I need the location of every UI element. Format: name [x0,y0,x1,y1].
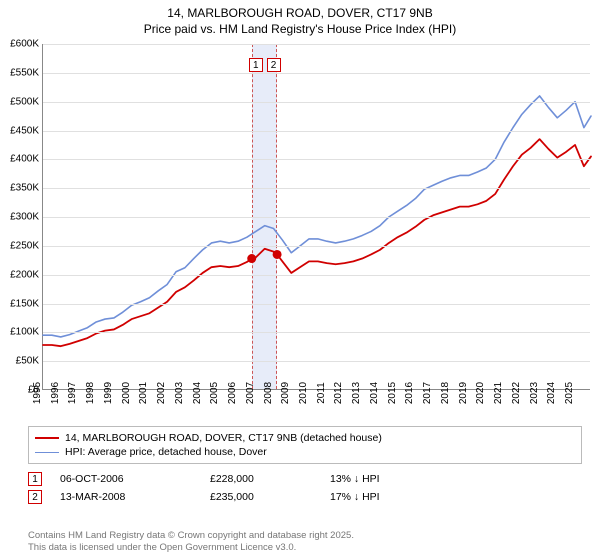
event-date-2: 13-MAR-2008 [60,491,210,503]
y-tick-label: £50K [16,356,39,367]
x-tick-label: 2003 [174,382,185,404]
title-line1: 14, MARLBOROUGH ROAD, DOVER, CT17 9NB [0,6,600,22]
x-tick-label: 2006 [227,382,238,404]
x-tick-label: 2016 [404,382,415,404]
x-tick-label: 2021 [493,382,504,404]
y-tick-label: £400K [10,154,39,165]
x-tick-label: 2011 [316,382,327,404]
event-price-2: £235,000 [210,491,330,503]
x-tick-label: 2017 [422,382,433,404]
y-tick-label: £300K [10,212,39,223]
x-tick-label: 2008 [262,382,273,404]
title-line2: Price paid vs. HM Land Registry's House … [0,22,600,38]
footnote: Contains HM Land Registry data © Crown c… [28,530,354,554]
x-tick-label: 2002 [156,382,167,404]
y-tick-label: £200K [10,269,39,280]
chart-marker-1: 1 [249,58,263,72]
y-tick-label: £250K [10,240,39,251]
event-price-1: £228,000 [210,473,330,485]
events-table: 1 06-OCT-2006 £228,000 13% ↓ HPI 2 13-MA… [28,472,582,508]
x-tick-label: 2001 [138,382,149,404]
title-block: 14, MARLBOROUGH ROAD, DOVER, CT17 9NB Pr… [0,0,600,37]
legend-swatch-hpi [35,452,59,453]
footnote-line1: Contains HM Land Registry data © Crown c… [28,530,354,542]
event-date-1: 06-OCT-2006 [60,473,210,485]
legend-row-hpi: HPI: Average price, detached house, Dove… [35,445,575,459]
event-marker-1: 1 [28,472,42,486]
x-tick-label: 2015 [387,382,398,404]
x-tick-label: 2022 [511,382,522,404]
event-row-1: 1 06-OCT-2006 £228,000 13% ↓ HPI [28,472,582,486]
event-delta-1: 13% ↓ HPI [330,473,380,485]
y-tick-label: £550K [10,67,39,78]
x-tick-label: 2012 [333,382,344,404]
footnote-line2: This data is licensed under the Open Gov… [28,542,354,554]
chart-plot-area: £0£50K£100K£150K£200K£250K£300K£350K£400… [42,44,590,390]
y-tick-label: £600K [10,39,39,50]
legend-swatch-property [35,437,59,439]
y-tick-label: £500K [10,96,39,107]
y-tick-label: £350K [10,183,39,194]
x-tick-label: 1997 [67,382,78,404]
x-tick-label: 2024 [546,382,557,404]
y-tick-label: £450K [10,125,39,136]
x-tick-label: 2025 [564,382,575,404]
x-tick-label: 1998 [85,382,96,404]
x-tick-label: 2004 [191,382,202,404]
event-delta-2: 17% ↓ HPI [330,491,380,503]
x-tick-label: 2007 [245,382,256,404]
event-row-2: 2 13-MAR-2008 £235,000 17% ↓ HPI [28,490,582,504]
x-tick-label: 1996 [50,382,61,404]
x-tick-label: 1995 [32,382,43,404]
legend-box: 14, MARLBOROUGH ROAD, DOVER, CT17 9NB (d… [28,426,582,464]
legend-row-property: 14, MARLBOROUGH ROAD, DOVER, CT17 9NB (d… [35,431,575,445]
x-tick-label: 2019 [458,382,469,404]
x-tick-label: 2000 [121,382,132,404]
x-tick-label: 2018 [440,382,451,404]
chart-marker-2: 2 [267,58,281,72]
y-tick-label: £100K [10,327,39,338]
legend-label-hpi: HPI: Average price, detached house, Dove… [65,446,267,458]
x-tick-label: 2010 [298,382,309,404]
event-marker-2: 2 [28,490,42,504]
x-tick-label: 1999 [103,382,114,404]
x-tick-label: 2014 [369,382,380,404]
x-tick-label: 2013 [351,382,362,404]
chart-container: 14, MARLBOROUGH ROAD, DOVER, CT17 9NB Pr… [0,0,600,560]
x-tick-label: 2005 [209,382,220,404]
y-tick-label: £150K [10,298,39,309]
x-tick-label: 2009 [280,382,291,404]
x-tick-label: 2020 [475,382,486,404]
x-tick-label: 2023 [528,382,539,404]
legend-label-property: 14, MARLBOROUGH ROAD, DOVER, CT17 9NB (d… [65,432,382,444]
